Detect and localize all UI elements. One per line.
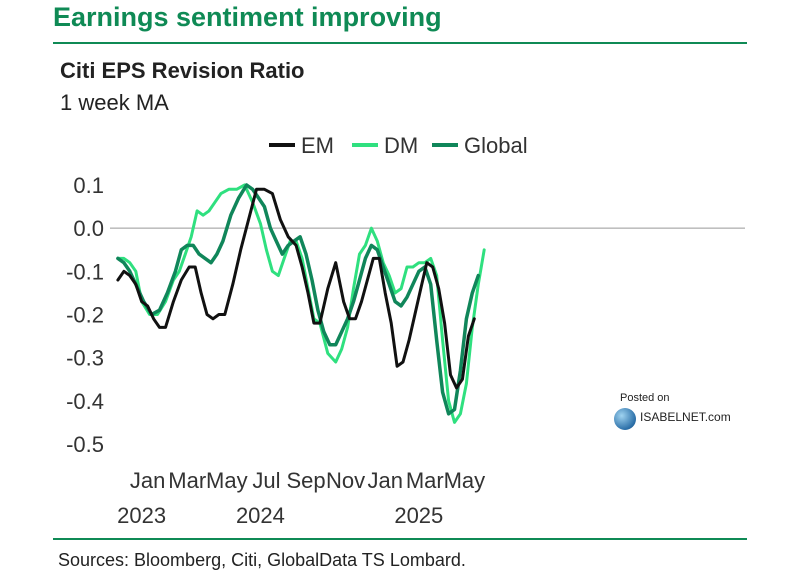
x-tick-label: Sep <box>286 468 325 493</box>
x-tick-label: Jan <box>367 468 402 493</box>
watermark: Posted on ISABELNET.com <box>610 390 750 432</box>
y-tick-label: -0.2 <box>66 303 104 328</box>
y-tick-label: -0.3 <box>66 346 104 371</box>
globe-icon <box>614 408 636 430</box>
y-tick-label: 0.1 <box>73 173 104 198</box>
x-tick-label: May <box>444 468 486 493</box>
x-year-label: 2024 <box>236 503 285 528</box>
top-rule <box>53 42 747 44</box>
legend-label-dm: DM <box>384 133 418 158</box>
watermark-brand: ISABELNET.com <box>640 410 731 424</box>
bottom-rule <box>53 538 747 540</box>
chart-title: Citi EPS Revision Ratio <box>60 58 305 83</box>
y-tick-label: -0.1 <box>66 259 104 284</box>
x-year-label: 2025 <box>394 503 443 528</box>
source-note: Sources: Bloomberg, Citi, GlobalData TS … <box>58 550 466 570</box>
chart-subtitle: 1 week MA <box>60 90 169 115</box>
legend-label-global: Global <box>464 133 528 158</box>
x-tick-label: Jan <box>130 468 165 493</box>
x-year-label: 2023 <box>117 503 166 528</box>
series-line-em <box>116 187 476 390</box>
y-tick-label: -0.5 <box>66 432 104 457</box>
watermark-posted-text: Posted on <box>620 392 670 404</box>
x-tick-label: Nov <box>326 468 365 493</box>
legend-label-em: EM <box>301 133 334 158</box>
y-axis-ticks: 0.1 0.0 -0.1 -0.2 -0.3 -0.4 -0.5 <box>66 173 104 457</box>
y-tick-label: -0.4 <box>66 389 104 414</box>
headline: Earnings sentiment improving <box>53 2 442 32</box>
x-tick-label: Jul <box>252 468 280 493</box>
series-line-global <box>116 183 481 416</box>
x-tick-label: Mar <box>406 468 444 493</box>
legend: EM DM Global <box>269 133 528 158</box>
x-tick-label: May <box>206 468 248 493</box>
series-lines <box>116 183 486 424</box>
x-tick-label: Mar <box>168 468 206 493</box>
y-tick-label: 0.0 <box>73 216 104 241</box>
